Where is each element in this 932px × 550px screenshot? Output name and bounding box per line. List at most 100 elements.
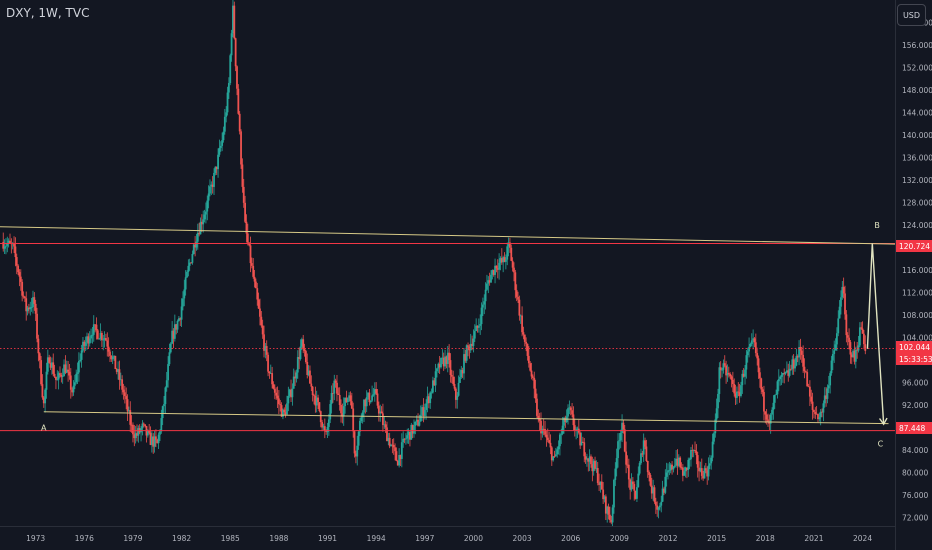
candle-body bbox=[352, 408, 355, 432]
up-candle bbox=[722, 359, 725, 374]
up-candle bbox=[749, 342, 752, 348]
time-axis-panel[interactable] bbox=[0, 526, 895, 550]
currency-button[interactable]: USD bbox=[897, 4, 926, 26]
wave-label-c: C bbox=[878, 440, 884, 449]
candle-body bbox=[667, 470, 669, 473]
candle-body bbox=[102, 339, 105, 341]
candle-body bbox=[630, 481, 633, 490]
lower-trendline[interactable] bbox=[43, 411, 889, 425]
down-candle bbox=[122, 383, 125, 400]
candle-body bbox=[556, 449, 559, 455]
down-candle bbox=[290, 379, 292, 403]
down-candle bbox=[338, 387, 341, 411]
candle-body bbox=[450, 374, 453, 377]
candle-body bbox=[530, 370, 533, 377]
down-candle bbox=[249, 236, 252, 273]
down-candle bbox=[172, 328, 175, 349]
candle-body bbox=[195, 241, 198, 248]
up-candle bbox=[99, 323, 102, 341]
y-tick-label: 104.000 bbox=[902, 334, 932, 343]
candle-body bbox=[758, 372, 761, 379]
up-candle bbox=[560, 428, 563, 444]
down-candle bbox=[252, 258, 255, 279]
down-candle bbox=[848, 328, 850, 350]
up-candle bbox=[296, 350, 299, 379]
candle-body bbox=[345, 397, 348, 403]
candle-body bbox=[65, 369, 68, 373]
candle-body bbox=[265, 346, 268, 355]
candle-body bbox=[461, 370, 464, 374]
up-candle bbox=[356, 435, 359, 466]
down-candle bbox=[550, 446, 553, 466]
down-candle bbox=[676, 449, 679, 475]
up-candle bbox=[642, 433, 645, 462]
projection-path[interactable] bbox=[866, 243, 885, 425]
down-candle bbox=[13, 236, 15, 254]
up-candle bbox=[430, 388, 433, 399]
candle-body bbox=[434, 371, 437, 386]
up-candle bbox=[652, 479, 655, 501]
up-candle bbox=[504, 254, 507, 270]
candle-body bbox=[382, 413, 384, 425]
down-candle bbox=[323, 418, 326, 439]
candle-body bbox=[754, 342, 757, 354]
up-candle bbox=[315, 390, 318, 413]
up-candle bbox=[619, 429, 622, 449]
up-candle bbox=[307, 365, 310, 377]
up-candle bbox=[717, 388, 719, 419]
down-candle bbox=[649, 473, 652, 487]
drawings[interactable]: A B C bbox=[0, 221, 896, 449]
candle-body bbox=[621, 422, 623, 433]
down-candle bbox=[806, 369, 809, 387]
down-candle bbox=[271, 366, 274, 389]
up-candle bbox=[773, 394, 776, 409]
candle-body bbox=[472, 338, 475, 346]
candle-body bbox=[290, 389, 292, 398]
up-candle bbox=[180, 298, 183, 328]
candle-body bbox=[442, 357, 445, 367]
up-candle bbox=[286, 395, 288, 415]
up-candle bbox=[287, 386, 290, 412]
candle-body bbox=[219, 145, 222, 148]
candle-body bbox=[159, 431, 161, 435]
candle-body bbox=[723, 363, 726, 366]
down-candle bbox=[623, 424, 626, 453]
upper-trendline[interactable] bbox=[0, 226, 896, 245]
candle-body bbox=[299, 346, 302, 360]
candle-body bbox=[488, 280, 491, 283]
down-candle bbox=[529, 361, 532, 372]
candle-body bbox=[119, 379, 122, 381]
candle-body bbox=[522, 332, 525, 335]
down-candle bbox=[391, 439, 394, 454]
price-axis-panel[interactable] bbox=[895, 0, 932, 550]
symbol-title[interactable]: DXY, 1W, TVC bbox=[6, 6, 90, 20]
candle-body bbox=[721, 369, 723, 371]
candle-body bbox=[691, 450, 694, 451]
candle-body bbox=[771, 409, 773, 415]
candle-body bbox=[559, 434, 561, 447]
up-candle bbox=[282, 408, 284, 420]
candle-body bbox=[454, 388, 457, 400]
down-candle bbox=[399, 454, 402, 466]
up-candle bbox=[660, 495, 663, 513]
candle-body bbox=[283, 409, 286, 413]
down-candle bbox=[763, 385, 765, 421]
down-candle bbox=[33, 292, 36, 311]
candle-body bbox=[21, 281, 24, 296]
up-candle bbox=[232, 0, 234, 38]
down-candle bbox=[105, 333, 107, 342]
candle-body bbox=[241, 164, 244, 187]
up-candle bbox=[479, 314, 482, 335]
down-candle bbox=[702, 470, 705, 481]
up-candle bbox=[519, 314, 522, 324]
down-candle bbox=[409, 431, 411, 447]
candle-body bbox=[527, 355, 530, 364]
candle-body bbox=[787, 370, 790, 376]
up-candle bbox=[818, 412, 821, 422]
candle-body bbox=[40, 360, 42, 385]
down-candle bbox=[695, 444, 698, 465]
candle-body bbox=[680, 467, 683, 468]
candle-body bbox=[734, 393, 737, 398]
up-candle bbox=[603, 495, 606, 503]
